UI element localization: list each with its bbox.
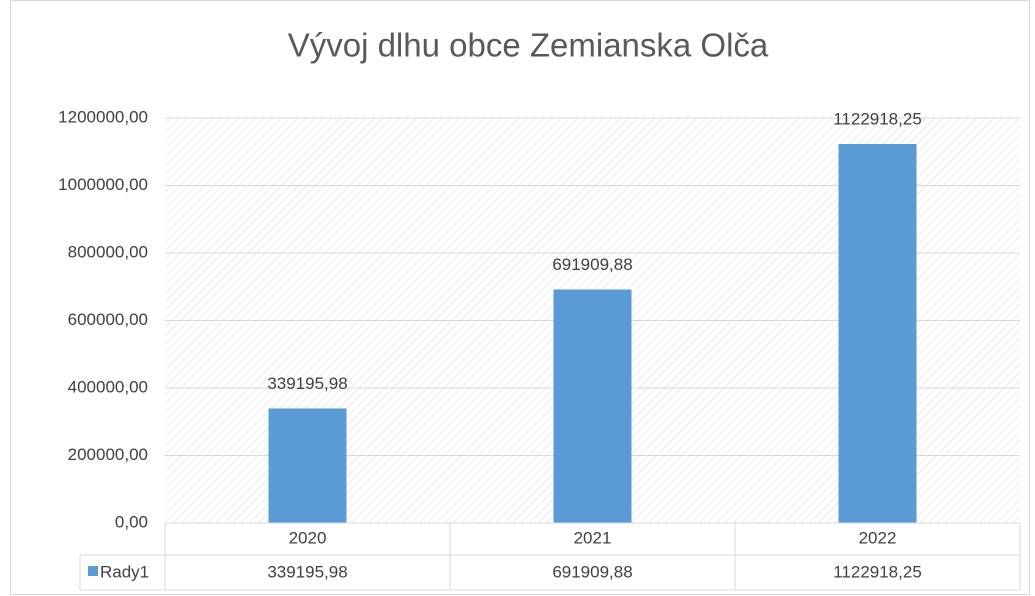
bar <box>268 408 347 523</box>
y-tick-label: 0,00 <box>115 512 148 531</box>
y-tick-label: 800000,00 <box>68 242 148 261</box>
legend-key <box>88 566 98 576</box>
y-tick-label: 200000,00 <box>68 445 148 464</box>
y-tick-label: 1200000,00 <box>58 107 148 126</box>
data-label: 339195,98 <box>267 374 347 393</box>
x-tick-label: 2022 <box>859 528 897 547</box>
x-tick-label: 2021 <box>574 528 612 547</box>
y-tick-label: 400000,00 <box>68 377 148 396</box>
data-label: 691909,88 <box>552 255 632 274</box>
table-cell: 339195,98 <box>267 562 347 581</box>
table-cell: 691909,88 <box>552 562 632 581</box>
table-cell: 1122918,25 <box>833 562 922 581</box>
y-tick-label: 1000000,00 <box>58 175 148 194</box>
chart-title: Vývoj dlhu obce Zemianska Olča <box>288 27 769 64</box>
bar <box>553 289 632 523</box>
bar <box>838 144 917 524</box>
legend-label: Rady1 <box>100 562 149 581</box>
y-tick-label: 600000,00 <box>68 310 148 329</box>
data-label: 1122918,25 <box>833 109 922 128</box>
x-tick-label: 2020 <box>289 528 327 547</box>
